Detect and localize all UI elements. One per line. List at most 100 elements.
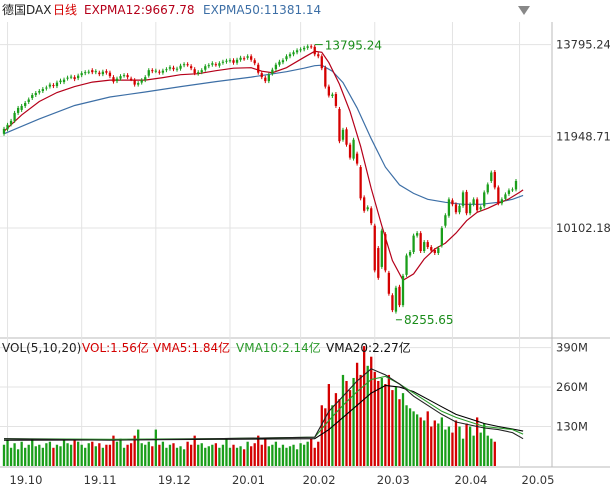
candle — [447, 199, 451, 216]
candle — [391, 295, 394, 311]
candle — [507, 190, 511, 194]
candle — [285, 56, 288, 60]
vol-title: VOL(5,10,20) — [2, 341, 81, 355]
volume-tick-label: 260M — [556, 380, 588, 394]
volume-bar — [468, 426, 472, 466]
volume-bar — [260, 444, 263, 466]
candle — [433, 250, 436, 253]
volume-bar — [24, 447, 27, 466]
volume-bar — [137, 429, 140, 466]
volume-bar — [2, 444, 6, 466]
candle — [158, 71, 161, 73]
vma20-legend: VMA20:2.27亿 — [326, 340, 411, 355]
volume-bar — [295, 449, 299, 466]
candle — [271, 69, 274, 74]
volume-bar — [200, 443, 203, 466]
period-label[interactable]: 日线 — [53, 3, 77, 17]
candle — [168, 67, 172, 69]
candle — [345, 129, 348, 145]
candle — [48, 84, 52, 87]
candle — [9, 120, 13, 125]
volume-bar — [204, 447, 207, 466]
volume-bar — [13, 443, 16, 466]
volume-bar — [129, 443, 133, 466]
vol-value: VOL:1.56亿 — [82, 340, 149, 355]
volume-bar — [387, 374, 391, 466]
volume-bar — [94, 446, 97, 466]
candle — [101, 71, 105, 75]
volume-bar — [115, 441, 119, 466]
volume-bar — [246, 441, 249, 466]
volume-bar — [458, 426, 461, 466]
candle — [31, 95, 34, 99]
candle — [387, 272, 391, 294]
candle — [465, 191, 468, 214]
volume-bar — [101, 447, 105, 466]
volume-bar — [105, 444, 108, 466]
volume-bar — [384, 384, 387, 466]
price-annotations: 13795.24 8255.65 — [314, 39, 454, 327]
candle — [267, 74, 270, 82]
volume-bar — [334, 393, 338, 466]
volume-bar — [426, 411, 429, 466]
candle — [444, 215, 447, 226]
volume-bar — [264, 438, 267, 466]
volume-bar — [66, 443, 69, 466]
volume-bar — [175, 447, 179, 466]
volume-bar — [327, 384, 331, 466]
volume-bar — [48, 441, 52, 466]
candle — [161, 70, 165, 73]
candle — [133, 80, 136, 85]
volume-bar — [20, 441, 23, 466]
candle — [189, 66, 193, 69]
candle — [324, 67, 327, 87]
candle — [327, 86, 331, 96]
x-tick-label: 20.02 — [303, 473, 336, 487]
candle — [295, 50, 299, 53]
volume-bar — [394, 387, 398, 466]
candle — [165, 69, 168, 71]
candle — [6, 124, 9, 130]
volume-bar — [172, 443, 175, 466]
volume-bar — [218, 447, 221, 466]
candle — [440, 228, 443, 246]
candle — [59, 80, 62, 83]
candle — [34, 93, 37, 96]
triangle-down-icon[interactable] — [518, 6, 530, 15]
volume-bar — [324, 408, 327, 466]
candle — [331, 94, 334, 97]
candle — [504, 194, 507, 199]
candle — [359, 167, 362, 199]
candle — [137, 83, 140, 85]
candle — [20, 105, 23, 110]
volume-bar — [320, 405, 323, 466]
volume-bar — [62, 438, 66, 466]
candle — [232, 60, 235, 63]
volume-tick-label: 390M — [556, 341, 588, 355]
candle — [500, 199, 504, 204]
ema-fast-legend: EXPMA12:9667.78 — [84, 3, 195, 17]
volume-bar — [87, 443, 90, 466]
candle — [394, 287, 398, 312]
volume-series — [2, 346, 496, 466]
candle — [313, 46, 316, 55]
volume-bar — [52, 447, 55, 466]
candle — [338, 108, 341, 142]
volume-bar — [359, 374, 362, 466]
volume-bar — [306, 441, 309, 466]
volume-bar — [108, 444, 112, 466]
volume-bar — [423, 420, 426, 466]
candle — [486, 184, 489, 193]
volume-bar — [239, 446, 242, 466]
candle — [366, 207, 369, 210]
volume-bar — [317, 441, 320, 466]
candle — [426, 242, 429, 248]
volume-bar — [77, 441, 80, 466]
candle — [415, 233, 419, 236]
volume-bar — [451, 432, 454, 466]
volume-bar — [391, 390, 394, 466]
volume-bar — [235, 447, 239, 466]
candle — [242, 58, 246, 60]
candle — [98, 72, 101, 75]
